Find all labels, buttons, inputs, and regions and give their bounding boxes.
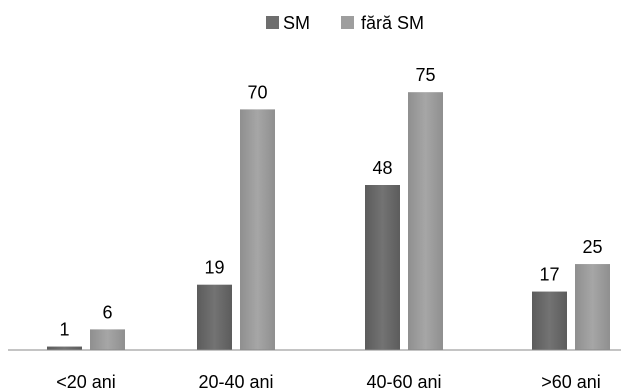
x-tick-label-3: 40-60 ani — [366, 372, 441, 392]
value-label-sm-2: 19 — [204, 258, 224, 278]
value-labels-group: 1 6 19 70 48 75 17 25 — [59, 65, 602, 339]
value-label-fara-sm-2: 70 — [247, 82, 267, 102]
legend-label-sm: SM — [283, 13, 310, 33]
bar-fara-sm-4 — [575, 264, 610, 350]
bar-sm-1 — [47, 346, 82, 350]
value-label-fara-sm-4: 25 — [582, 237, 602, 257]
value-label-fara-sm-1: 6 — [102, 302, 112, 322]
x-tick-labels-group: <20 ani 20-40 ani 40-60 ani >60 ani — [56, 372, 601, 392]
bar-sm-3 — [365, 185, 400, 350]
legend-label-fara-sm: fără SM — [361, 13, 424, 33]
legend-swatch-fara-sm — [341, 16, 354, 29]
bar-fara-sm-2 — [240, 109, 275, 350]
bar-fara-sm-3 — [408, 92, 443, 350]
x-tick-label-2: 20-40 ani — [198, 372, 273, 392]
bar-sm-2 — [197, 284, 232, 350]
bar-sm-4 — [532, 291, 567, 350]
x-tick-label-1: <20 ani — [56, 372, 116, 392]
bars-group — [47, 92, 610, 350]
x-tick-label-4: >60 ani — [541, 372, 601, 392]
value-label-sm-3: 48 — [372, 158, 392, 178]
value-label-fara-sm-3: 75 — [415, 65, 435, 85]
bar-fara-sm-1 — [90, 329, 125, 350]
value-label-sm-1: 1 — [59, 320, 69, 340]
legend-swatch-sm — [266, 16, 279, 29]
legend: SM fără SM — [266, 13, 424, 33]
value-label-sm-4: 17 — [539, 265, 559, 285]
